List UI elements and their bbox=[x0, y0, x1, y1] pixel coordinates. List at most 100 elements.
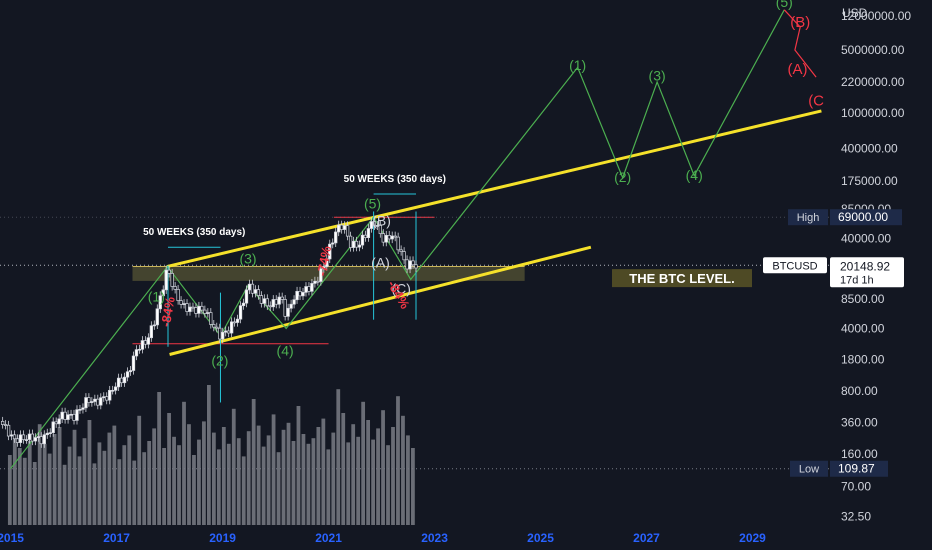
candle-body bbox=[414, 264, 418, 269]
volume-bar bbox=[32, 462, 37, 525]
volume-bar bbox=[256, 425, 261, 525]
candle-body bbox=[81, 407, 85, 410]
candle-body bbox=[66, 414, 70, 420]
high-value-label: 69000.00 bbox=[838, 210, 888, 224]
price-tick-label: 160.00 bbox=[841, 447, 878, 461]
volume-bar bbox=[142, 452, 147, 525]
candle-body bbox=[12, 434, 17, 440]
candle-body bbox=[182, 303, 186, 305]
candle-body bbox=[125, 371, 130, 378]
high-tag-label: High bbox=[797, 212, 820, 224]
volume-bar bbox=[311, 438, 316, 525]
candle-body bbox=[27, 433, 32, 440]
volume-bar bbox=[12, 438, 17, 525]
wave-label-green: (1) bbox=[148, 288, 165, 304]
candle-body bbox=[405, 259, 409, 270]
volume-bar bbox=[7, 455, 12, 525]
candle-body bbox=[111, 389, 115, 392]
candle-body bbox=[328, 243, 332, 260]
candle-body bbox=[396, 236, 400, 251]
candle-body bbox=[238, 305, 243, 320]
wave-label-red: (C bbox=[808, 93, 824, 110]
volume-bar bbox=[301, 434, 306, 525]
candle-body bbox=[256, 289, 261, 296]
volume-bar bbox=[167, 413, 171, 525]
volume-bar bbox=[157, 392, 162, 525]
candle-body bbox=[262, 298, 266, 304]
candle-body bbox=[173, 286, 177, 290]
volume-bar bbox=[107, 432, 112, 525]
candle-body bbox=[108, 390, 112, 401]
candle-body bbox=[134, 349, 139, 357]
volume-bar bbox=[361, 401, 366, 525]
volume-bar bbox=[92, 463, 97, 525]
candle-body bbox=[105, 396, 109, 401]
volume-bar bbox=[341, 413, 346, 525]
candle-body bbox=[15, 438, 20, 443]
drawdown-label: -74% bbox=[314, 244, 334, 277]
channel-upper-line bbox=[166, 109, 822, 269]
candle-body bbox=[176, 289, 180, 301]
candle-body bbox=[51, 421, 55, 434]
time-axis[interactable]: 2015 2017 2019 2021 2023 2025 2027 2029 bbox=[0, 531, 766, 545]
year-tick-label: 2025 bbox=[527, 531, 554, 545]
candle-body bbox=[155, 308, 159, 326]
volume-bar bbox=[246, 431, 251, 525]
volume-bar bbox=[162, 448, 166, 525]
volume-bar bbox=[57, 427, 62, 525]
volume-bar bbox=[401, 415, 405, 525]
candle-body bbox=[316, 280, 320, 283]
volume-bar bbox=[82, 438, 87, 525]
weeks-label: 50 WEEKS (350 days) bbox=[143, 227, 245, 238]
volume-bar bbox=[366, 420, 371, 525]
candle-body bbox=[18, 434, 23, 443]
volume-bar bbox=[241, 456, 246, 525]
volume-bar bbox=[346, 442, 351, 525]
candle-body bbox=[384, 235, 388, 243]
candle-body bbox=[128, 370, 133, 373]
candle-body bbox=[277, 296, 281, 305]
price-tick-label: 1800.00 bbox=[841, 353, 885, 367]
candle-body bbox=[351, 240, 356, 248]
candle-body bbox=[152, 324, 156, 327]
volume-bar bbox=[67, 446, 72, 525]
volume-bar bbox=[132, 460, 137, 525]
volume-bar bbox=[396, 396, 400, 525]
volume-bar bbox=[117, 459, 122, 525]
wave-label-white: (C) bbox=[391, 280, 410, 296]
candle-body bbox=[143, 340, 148, 345]
candle-body bbox=[185, 303, 189, 312]
price-tick-label: 400000.00 bbox=[841, 142, 898, 156]
volume-bar bbox=[42, 443, 47, 525]
wave-label-green: (5) bbox=[364, 196, 381, 212]
candle-body bbox=[69, 413, 73, 416]
candle-body bbox=[295, 291, 299, 301]
price-tick-label: 800.00 bbox=[841, 384, 878, 398]
candle-body bbox=[340, 224, 344, 230]
candle-body bbox=[197, 305, 201, 314]
volume-bar bbox=[371, 439, 375, 525]
volume-bar bbox=[296, 406, 301, 525]
candle-body bbox=[164, 269, 168, 291]
volume-bar bbox=[182, 401, 186, 525]
wave-label-green: (2) bbox=[614, 169, 631, 185]
price-tick-label: 360.00 bbox=[841, 415, 878, 429]
candle-body bbox=[331, 242, 335, 245]
symbol-tag-bg bbox=[763, 257, 827, 274]
volume-bar bbox=[391, 427, 395, 525]
volume-bar bbox=[112, 425, 117, 525]
channel-lower-line bbox=[169, 245, 592, 356]
volume-bar bbox=[411, 448, 415, 525]
candle-body bbox=[292, 299, 296, 305]
candle-body bbox=[375, 225, 379, 227]
candle-body bbox=[348, 235, 353, 248]
candle-body bbox=[191, 306, 195, 309]
candle-body bbox=[345, 225, 350, 237]
volume-bar bbox=[331, 432, 336, 525]
candle-body bbox=[313, 280, 317, 284]
weeks-label: 50 WEEKS (350 days) bbox=[344, 174, 446, 185]
candle-body bbox=[24, 439, 29, 441]
volume-bar bbox=[137, 415, 142, 525]
